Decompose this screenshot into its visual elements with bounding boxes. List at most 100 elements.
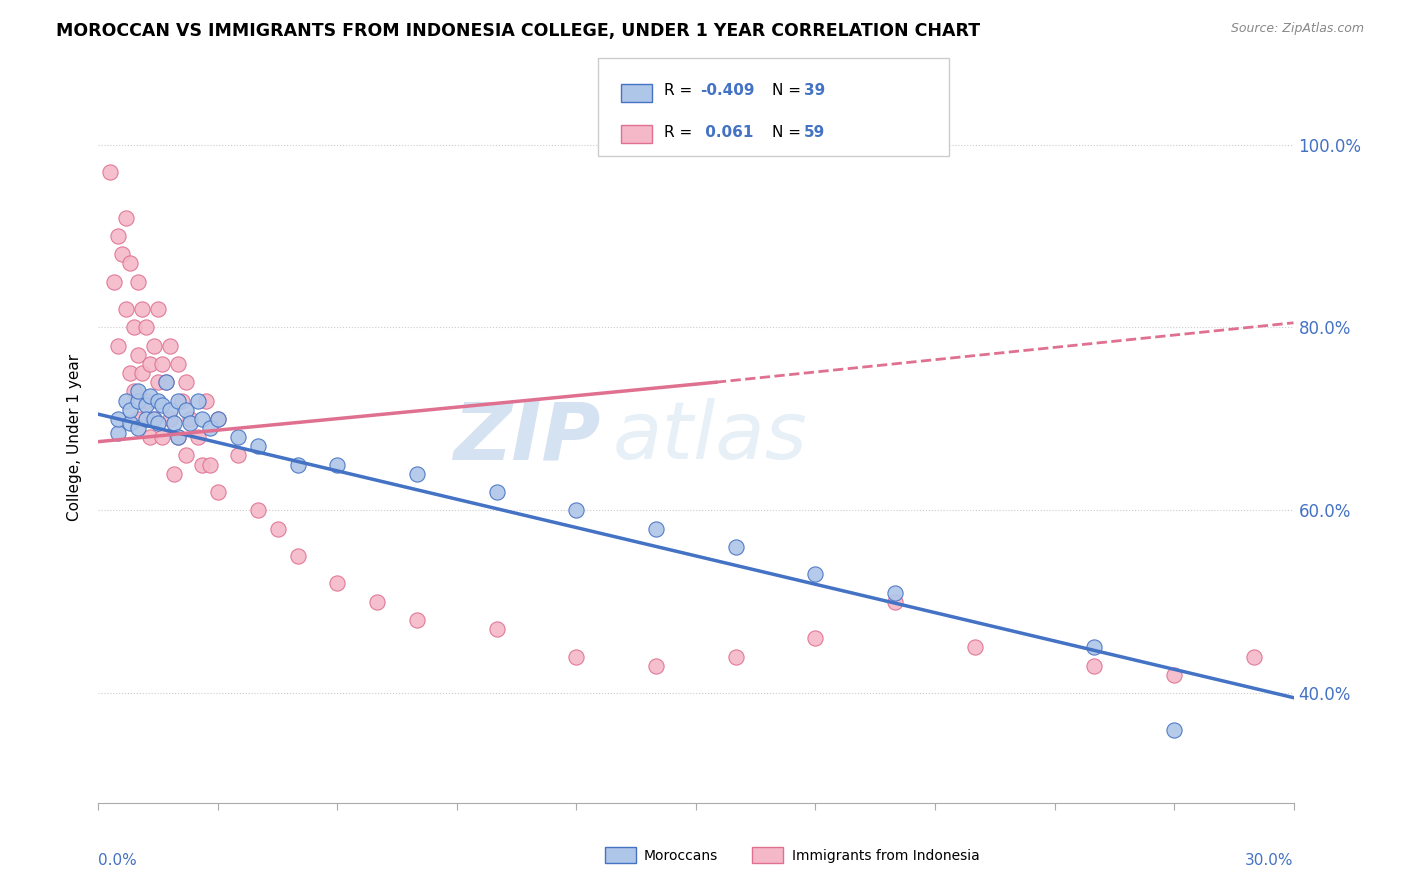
Point [724, 540, 747, 554]
Point [107, 228, 129, 243]
Point [107, 338, 129, 352]
Text: 30.0%: 30.0% [1246, 853, 1294, 868]
Text: 0.0%: 0.0% [98, 853, 138, 868]
Text: N =: N = [772, 84, 806, 98]
Point [139, 357, 162, 371]
Point [884, 585, 907, 599]
Point [406, 613, 429, 627]
Point [174, 448, 197, 462]
Point [172, 393, 194, 408]
Point [127, 393, 149, 408]
Point [148, 393, 170, 408]
Point [131, 301, 153, 317]
Point [148, 301, 170, 317]
Point [1243, 649, 1265, 664]
Point [645, 658, 668, 673]
Point [963, 640, 986, 655]
Point [179, 417, 201, 431]
Text: N =: N = [772, 125, 806, 139]
Text: R =: R = [664, 84, 697, 98]
Point [163, 467, 186, 481]
Point [198, 458, 221, 472]
Point [155, 376, 177, 390]
Point [287, 549, 309, 563]
Point [148, 417, 170, 431]
Text: MOROCCAN VS IMMIGRANTS FROM INDONESIA COLLEGE, UNDER 1 YEAR CORRELATION CHART: MOROCCAN VS IMMIGRANTS FROM INDONESIA CO… [56, 22, 980, 40]
Point [139, 389, 162, 403]
Point [135, 320, 157, 334]
Point [246, 439, 269, 453]
Point [135, 398, 157, 412]
Point [115, 301, 138, 317]
Point [163, 417, 186, 431]
Point [120, 366, 142, 380]
Point [107, 425, 129, 440]
Point [246, 503, 269, 517]
Point [485, 485, 508, 500]
Point [191, 458, 214, 472]
Text: Immigrants from Indonesia: Immigrants from Indonesia [792, 849, 980, 863]
Point [143, 412, 166, 426]
Point [1083, 640, 1105, 655]
Point [111, 247, 134, 261]
Text: ZIP: ZIP [453, 398, 600, 476]
Point [195, 393, 218, 408]
Point [115, 211, 138, 225]
Point [226, 448, 249, 462]
Point [127, 412, 149, 426]
Point [174, 402, 197, 417]
Point [167, 430, 190, 444]
Point [155, 376, 177, 390]
Point [120, 256, 142, 270]
Point [645, 521, 668, 535]
Point [167, 393, 190, 408]
Point [159, 402, 181, 417]
Point [1163, 667, 1185, 681]
Text: 39: 39 [804, 84, 825, 98]
Point [103, 275, 125, 289]
Text: Source: ZipAtlas.com: Source: ZipAtlas.com [1230, 22, 1364, 36]
Point [150, 398, 173, 412]
Point [167, 357, 190, 371]
Point [124, 384, 146, 399]
Point [267, 521, 290, 535]
Point [884, 594, 907, 608]
Point [191, 412, 214, 426]
Y-axis label: College, Under 1 year: College, Under 1 year [67, 353, 83, 521]
Point [127, 421, 149, 435]
Point [120, 417, 142, 431]
Point [207, 412, 229, 426]
Point [326, 458, 349, 472]
Text: R =: R = [664, 125, 697, 139]
Point [167, 430, 190, 444]
Point [143, 338, 166, 352]
Point [98, 165, 122, 179]
Point [485, 622, 508, 636]
Point [150, 430, 173, 444]
Point [127, 384, 149, 399]
Point [127, 348, 149, 362]
Point [326, 576, 349, 591]
Point [115, 393, 138, 408]
Text: Moroccans: Moroccans [644, 849, 718, 863]
Point [120, 402, 142, 417]
Point [139, 430, 162, 444]
Point [565, 503, 588, 517]
Point [127, 275, 149, 289]
Point [1163, 723, 1185, 737]
Point [187, 430, 209, 444]
Text: 0.061: 0.061 [700, 125, 754, 139]
Point [1083, 658, 1105, 673]
Point [198, 421, 221, 435]
Point [159, 338, 181, 352]
Point [226, 430, 249, 444]
Point [148, 376, 170, 390]
Point [804, 632, 827, 646]
Point [131, 366, 153, 380]
Point [287, 458, 309, 472]
Point [135, 412, 157, 426]
Text: 59: 59 [804, 125, 825, 139]
Point [724, 649, 747, 664]
Point [174, 376, 197, 390]
Point [187, 393, 209, 408]
